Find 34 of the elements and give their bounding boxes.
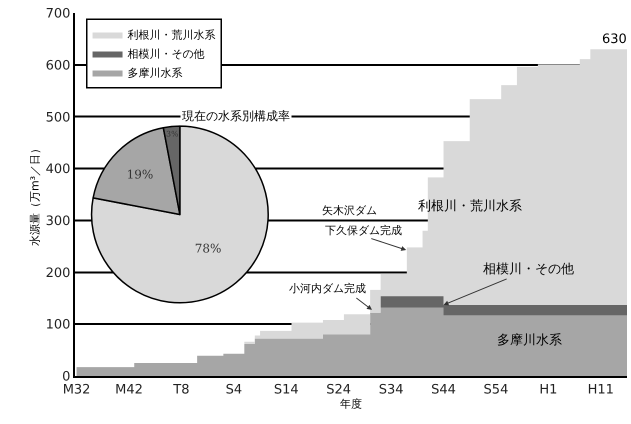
legend-label: 相模川・その他	[128, 48, 205, 61]
legend-label: 利根川・荒川水系	[128, 28, 216, 42]
y-tick-label: 700	[46, 6, 70, 22]
annotation: 相模川・その他	[483, 262, 574, 277]
annotation: 多摩川水系	[497, 333, 562, 348]
annotation: 小河内ダム完成	[289, 282, 366, 295]
annotation: 630	[602, 32, 627, 47]
annotation: 下久保ダム完成	[325, 224, 402, 237]
x-tick-label: S4	[226, 382, 242, 398]
y-tick-label: 100	[46, 318, 70, 333]
y-tick-label: 200	[46, 266, 70, 281]
x-tick-label: S14	[274, 382, 299, 398]
x-tick-label: S44	[431, 382, 456, 398]
x-axis-title: 年度	[340, 398, 362, 411]
y-tick-label: 500	[46, 110, 70, 126]
chart-title: 現在の水系別構成率	[182, 109, 290, 123]
annotation: 利根川・荒川水系	[418, 199, 522, 214]
x-tick-label: H11	[588, 382, 614, 398]
data-label: 19%	[126, 167, 154, 182]
x-tick-label: M42	[115, 382, 143, 398]
x-tick-label: S34	[378, 382, 404, 398]
x-tick-label: M32	[62, 382, 90, 398]
legend-label: 多摩川水系	[128, 66, 183, 80]
y-tick-label: 300	[46, 214, 70, 229]
y-tick-label: 600	[46, 58, 70, 74]
x-tick-label: S54	[484, 382, 508, 398]
y-tick-label: 400	[46, 162, 70, 178]
x-tick-label: T8	[172, 382, 190, 398]
x-tick-label: H1	[539, 382, 558, 398]
y-tick-label: 0	[62, 370, 70, 385]
data-label: 78%	[194, 241, 222, 256]
x-tick-label: S24	[326, 382, 352, 398]
annotation: 矢木沢ダム	[322, 204, 377, 217]
y-axis-title: 水源量（万m³／日）	[28, 142, 42, 246]
